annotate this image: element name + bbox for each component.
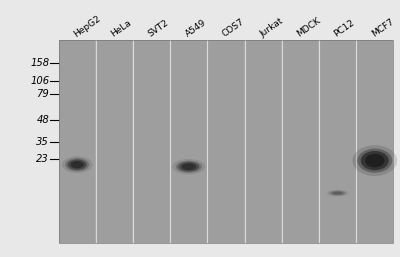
Text: Jurkat: Jurkat: [258, 16, 285, 39]
Ellipse shape: [65, 158, 89, 171]
Ellipse shape: [62, 156, 92, 173]
Text: A549: A549: [184, 18, 208, 39]
Text: MCF7: MCF7: [370, 17, 395, 39]
Text: COS7: COS7: [221, 17, 246, 39]
Bar: [59, 40, 393, 243]
Ellipse shape: [176, 161, 202, 173]
Bar: [357, 40, 393, 243]
Text: 35: 35: [36, 137, 49, 147]
Bar: [96, 40, 132, 243]
Text: HepG2: HepG2: [72, 14, 102, 39]
Text: 79: 79: [36, 89, 49, 99]
Text: MDCK: MDCK: [295, 16, 322, 39]
Text: SVT2: SVT2: [146, 18, 170, 39]
Bar: [208, 40, 244, 243]
Ellipse shape: [365, 154, 385, 167]
Ellipse shape: [70, 161, 84, 168]
Ellipse shape: [182, 163, 196, 170]
Ellipse shape: [68, 159, 87, 170]
Bar: [245, 40, 281, 243]
Bar: [282, 40, 318, 243]
Bar: [59, 40, 393, 243]
Ellipse shape: [361, 151, 389, 170]
Text: 48: 48: [36, 115, 49, 125]
Text: PC12: PC12: [332, 18, 356, 39]
Ellipse shape: [178, 162, 199, 172]
Ellipse shape: [172, 159, 206, 175]
Text: 106: 106: [30, 76, 49, 86]
Ellipse shape: [332, 191, 343, 195]
Ellipse shape: [330, 191, 345, 195]
Bar: [134, 40, 170, 243]
Text: HeLa: HeLa: [109, 18, 133, 39]
Ellipse shape: [357, 149, 392, 173]
Ellipse shape: [328, 190, 347, 196]
Bar: [320, 40, 356, 243]
Text: 158: 158: [30, 58, 49, 68]
Text: 23: 23: [36, 154, 49, 164]
Ellipse shape: [352, 145, 397, 176]
Bar: [171, 40, 207, 243]
Bar: [59, 40, 95, 243]
